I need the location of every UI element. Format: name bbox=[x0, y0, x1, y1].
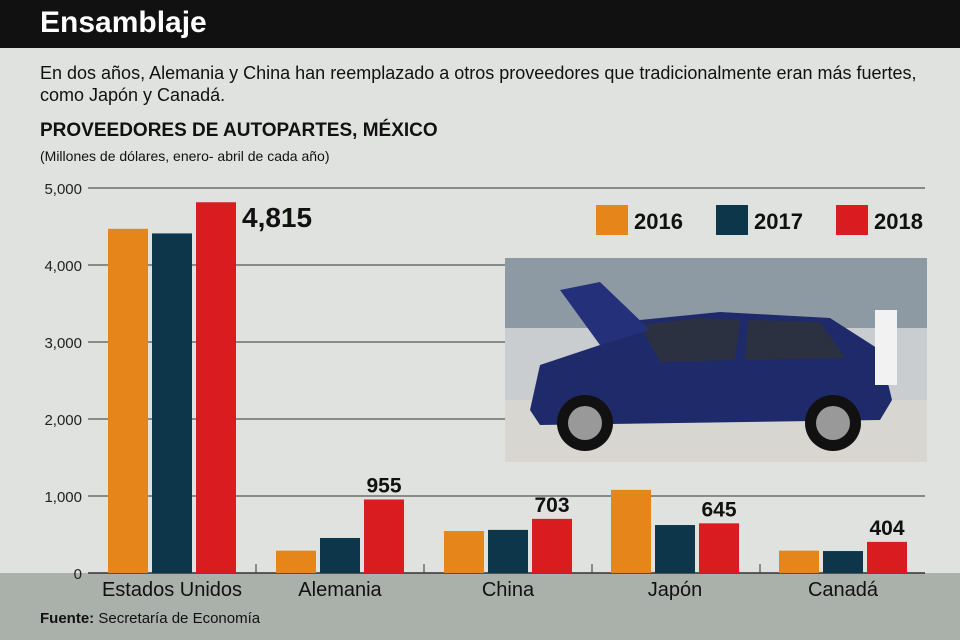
data-label-2018: 703 bbox=[534, 494, 569, 517]
bar-2017 bbox=[152, 233, 192, 573]
bar-2018 bbox=[196, 202, 236, 573]
category-label: Estados Unidos bbox=[102, 579, 242, 601]
bar-2018 bbox=[699, 523, 739, 573]
legend-swatch-2017 bbox=[716, 205, 748, 235]
category-label: Japón bbox=[648, 579, 703, 601]
category-band bbox=[0, 573, 960, 640]
bar-2018 bbox=[867, 541, 907, 573]
y-tick-label: 5,000 bbox=[44, 181, 82, 198]
y-tick-label: 0 bbox=[74, 566, 82, 583]
bar-2016 bbox=[108, 228, 148, 573]
page-title: Ensamblaje bbox=[40, 6, 207, 39]
bar-2016 bbox=[779, 550, 819, 573]
y-tick-label: 3,000 bbox=[44, 335, 82, 352]
chart-title: PROVEEDORES DE AUTOPARTES, MÉXICO bbox=[40, 120, 438, 141]
y-tick-label: 1,000 bbox=[44, 489, 82, 506]
data-label-2018: 955 bbox=[366, 474, 401, 497]
category-label: Canadá bbox=[808, 579, 879, 601]
legend-swatch-2018 bbox=[836, 205, 868, 235]
bar-2016 bbox=[611, 489, 651, 573]
bar-2016 bbox=[276, 550, 316, 573]
y-tick-label: 4,000 bbox=[44, 258, 82, 275]
chart-subtitle: (Millones de dólares, enero- abril de ca… bbox=[40, 148, 330, 164]
bar-2017 bbox=[823, 551, 863, 573]
data-label-2018: 645 bbox=[701, 498, 736, 521]
title-bar: Ensamblaje bbox=[0, 0, 960, 48]
bar-2016 bbox=[444, 531, 484, 573]
intro-text: En dos años, Alemania y China han reempl… bbox=[40, 63, 917, 105]
y-tick-label: 2,000 bbox=[44, 412, 82, 429]
source-note: Fuente: Secretaría de Economía bbox=[40, 610, 260, 627]
car-assembly-photo bbox=[505, 258, 927, 462]
category-label: China bbox=[482, 579, 535, 601]
bar-2017 bbox=[320, 537, 360, 573]
data-label-2018: 4,815 bbox=[242, 202, 312, 233]
data-label-2018: 404 bbox=[869, 517, 904, 540]
legend-label: 2017 bbox=[754, 209, 803, 234]
bar-2017 bbox=[488, 529, 528, 573]
source-label: Fuente: bbox=[40, 610, 95, 627]
source-text: Secretaría de Economía bbox=[98, 610, 261, 627]
bar-2018 bbox=[364, 499, 404, 573]
legend-label: 2016 bbox=[634, 209, 683, 234]
bar-2018 bbox=[532, 518, 572, 573]
bar-2017 bbox=[655, 525, 695, 573]
legend-swatch-2016 bbox=[596, 205, 628, 235]
legend-label: 2018 bbox=[874, 209, 923, 234]
category-label: Alemania bbox=[298, 579, 382, 601]
